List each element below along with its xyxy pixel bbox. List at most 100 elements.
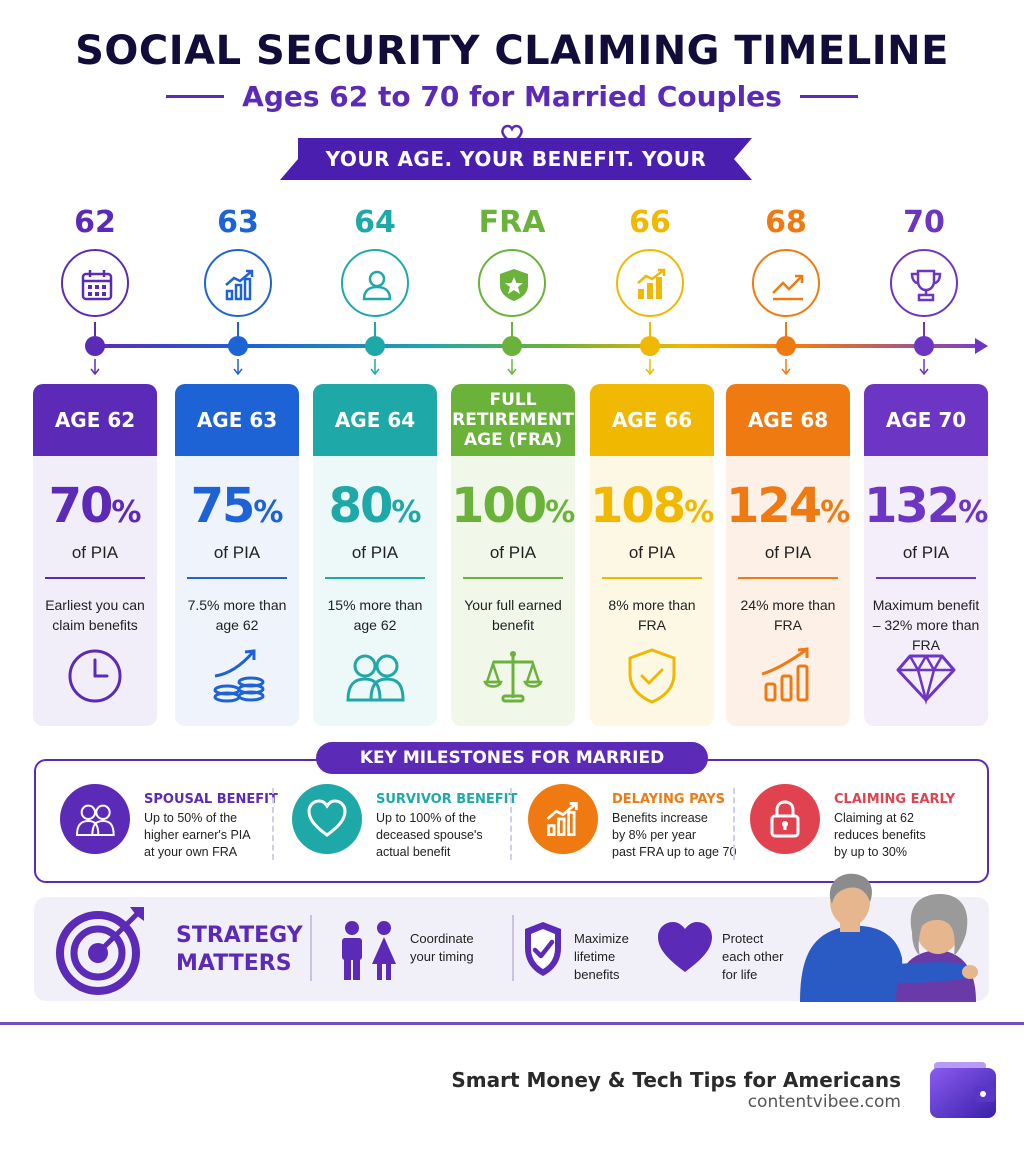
- person-icon: [362, 270, 392, 301]
- card-percentage: 75%: [175, 478, 299, 541]
- couple-icon: [75, 804, 115, 836]
- card-unit: %: [820, 495, 850, 530]
- milestone-icon-circle: [60, 784, 130, 854]
- timeline-dot: [776, 336, 796, 356]
- heart-icon: [307, 799, 347, 837]
- strategy-title-line2: MATTERS: [176, 951, 292, 976]
- bar-chart-icon: [637, 268, 666, 299]
- wallet-logo-icon: [930, 1062, 996, 1118]
- card-unit: %: [684, 495, 714, 530]
- milestone-text-line: at your own FRA: [144, 845, 238, 859]
- milestone-text-line: Benefits increase: [612, 811, 708, 825]
- timeline-icon-circle: [478, 249, 546, 317]
- timeline-age-label: 64: [354, 205, 396, 240]
- card-divider: [45, 577, 145, 579]
- milestone-text-line: by 8% per year: [612, 828, 697, 842]
- footer-url[interactable]: contentvibee.com: [747, 1092, 901, 1112]
- card-pia-label: of PIA: [213, 543, 261, 562]
- subtitle-rule-right: [799, 95, 858, 98]
- timeline-age-label: FRA: [478, 205, 546, 240]
- timeline-line: [95, 344, 977, 348]
- timeline-stem: [649, 322, 651, 338]
- card-divider: [187, 577, 287, 579]
- milestone-divider: [272, 788, 274, 860]
- timeline-icon-circle: [616, 249, 684, 317]
- page-title: SOCIAL SECURITY CLAIMING TIMELINE: [75, 28, 949, 74]
- milestone-text: Claiming at 62 reduces benefits by up to 3…: [834, 810, 926, 861]
- card-description: 8% more than FRA: [608, 597, 696, 633]
- card-pia-label: of PIA: [489, 543, 537, 562]
- clock-icon: [68, 649, 122, 703]
- card-pia-label: of PIA: [351, 543, 399, 562]
- strategy-divider: [512, 915, 514, 981]
- benefit-card: AGE 62 70% of PIA Earliest you can claim be…: [33, 384, 157, 726]
- timeline-arrowhead: [975, 338, 988, 354]
- timeline-age-label: 70: [903, 205, 945, 240]
- milestone-item: DELAYING PAYS Benefits increase by 8% per …: [528, 784, 748, 864]
- card-title: AGE 64: [313, 384, 437, 456]
- milestone-item: SURVIVOR BENEFIT Up to 100% of the decease…: [292, 784, 517, 864]
- trophy-icon: [910, 269, 942, 302]
- growth-chart-icon: [225, 269, 254, 301]
- card-unit: %: [111, 495, 142, 530]
- card-divider: [876, 577, 976, 579]
- milestone-text-line: reduces benefits: [834, 828, 926, 842]
- card-description: 15% more than age 62: [327, 597, 423, 633]
- couple-icon: [346, 654, 405, 702]
- timeline-icon-circle: [752, 249, 820, 317]
- timeline-stem: [374, 322, 376, 338]
- benefit-card: FULL RETIREMENT AGE (FRA) 100% of PIA Your …: [451, 384, 575, 726]
- benefit-card: AGE 63 75% of PIA 7.5% more than age 62: [175, 384, 299, 726]
- timeline-stem: [511, 322, 513, 338]
- timeline-age-label: 63: [217, 205, 259, 240]
- strategy-item-protect: Protect each other for life: [722, 931, 784, 982]
- trend-up-icon: [772, 274, 804, 301]
- milestone-text: Up to 50% of the higher earner's PIA at yo…: [144, 810, 251, 861]
- footer-divider: [0, 1022, 1024, 1025]
- strategy-divider: [310, 915, 312, 981]
- milestone-icon-circle: [292, 784, 362, 854]
- card-divider: [463, 577, 563, 579]
- senior-couple-illustration: [800, 873, 978, 1002]
- milestone-divider: [510, 788, 512, 860]
- milestone-text-line: Claiming at 62: [834, 811, 914, 825]
- strategy-item-timing: Coordinate your timing: [410, 931, 474, 964]
- timeline-age-label: 62: [74, 205, 116, 240]
- card-title: FULL RETIREMENT AGE (FRA): [451, 384, 575, 456]
- timeline-icon-circle: [341, 249, 409, 317]
- down-arrow-icon: [90, 359, 100, 375]
- card-value: 75: [190, 478, 256, 534]
- down-arrow-icon: [507, 359, 517, 375]
- milestone-text-line: by up to 30%: [834, 845, 907, 859]
- card-unit: %: [391, 495, 422, 530]
- benefit-card: AGE 70 132% of PIA Maximum benefit – 32% mo…: [864, 384, 988, 726]
- card-divider: [325, 577, 425, 579]
- calendar-icon: [81, 270, 113, 301]
- timeline-icon-circle: [204, 249, 272, 317]
- card-percentage: 80%: [313, 478, 437, 541]
- card-percentage: 70%: [33, 478, 157, 541]
- card-percentage: 100%: [451, 478, 575, 541]
- milestone-text-line: Up to 100% of the: [376, 811, 477, 825]
- card-description: 7.5% more than age 62: [187, 597, 287, 633]
- growth-chart-icon: [546, 802, 578, 836]
- milestone-heading: CLAIMING EARLY: [834, 792, 956, 807]
- milestone-heading: DELAYING PAYS: [612, 792, 726, 807]
- card-title: AGE 66: [590, 384, 714, 456]
- milestone-text-line: deceased spouse's: [376, 828, 483, 842]
- milestone-heading: SURVIVOR BENEFIT: [376, 792, 518, 807]
- milestone-item: CLAIMING EARLY Claiming at 62 reduces bene…: [750, 784, 970, 864]
- timeline-dot: [365, 336, 385, 356]
- milestone-text: Benefits increase by 8% per year past FRA …: [612, 810, 736, 861]
- card-percentage: 108%: [590, 478, 714, 541]
- timeline-stem: [923, 322, 925, 338]
- heart-icon: [658, 922, 712, 972]
- banner-text: YOUR AGE. YOUR BENEFIT. YOUR STRATEGY.: [325, 147, 707, 213]
- timeline-stem: [237, 322, 239, 338]
- down-arrow-icon: [370, 359, 380, 375]
- milestone-heading: SPOUSAL BENEFIT: [144, 792, 278, 807]
- timeline-icon-circle: [890, 249, 958, 317]
- milestone-text: Up to 100% of the deceased spouse's actual…: [376, 810, 483, 861]
- card-unit: %: [253, 495, 284, 530]
- card-value: 124: [726, 478, 822, 534]
